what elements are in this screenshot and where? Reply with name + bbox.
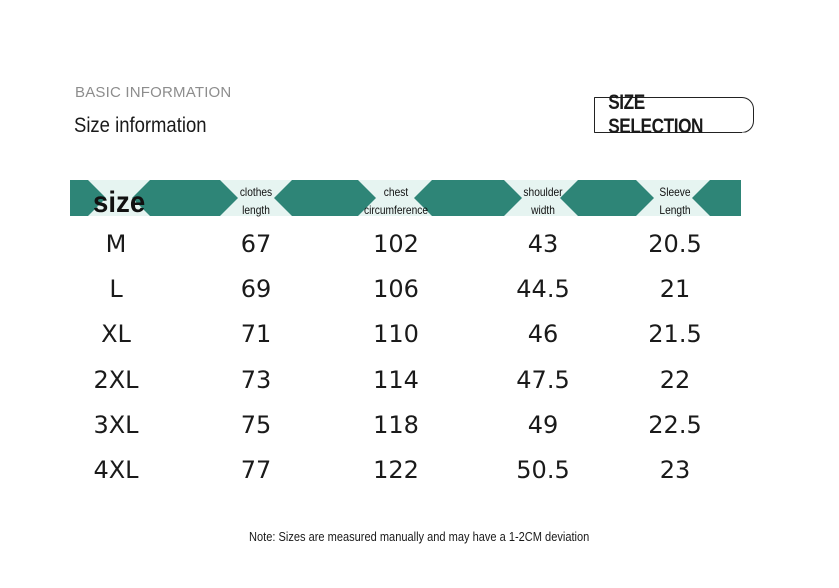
cell-size: 3XL bbox=[93, 411, 139, 439]
cell-clothes-length: 77 bbox=[240, 456, 272, 484]
cell-shoulder: 43 bbox=[527, 230, 559, 258]
cell-shoulder: 49 bbox=[527, 411, 559, 439]
cell-chest: 122 bbox=[373, 456, 419, 484]
column-header-size: size bbox=[93, 186, 146, 219]
section-title: Size information bbox=[74, 114, 207, 137]
header-band-shape bbox=[70, 180, 741, 216]
header-band-notch-1 bbox=[88, 180, 150, 216]
size-selection-badge: SIZE SELECTION bbox=[594, 91, 742, 138]
cell-sleeve: 22.5 bbox=[648, 411, 702, 439]
cell-sleeve: 22 bbox=[659, 366, 691, 394]
column-header-line: chest bbox=[383, 185, 409, 199]
cell-clothes-length: 69 bbox=[240, 275, 272, 303]
cell-shoulder: 47.5 bbox=[516, 366, 570, 394]
cell-sleeve: 21 bbox=[659, 275, 691, 303]
cell-size: 4XL bbox=[93, 456, 139, 484]
section-eyebrow: BASIC INFORMATION bbox=[75, 84, 232, 101]
column-header-line: shoulder bbox=[523, 185, 563, 199]
cell-size: XL bbox=[101, 320, 131, 348]
column-header-shoulder-width: shoulder width bbox=[492, 183, 594, 219]
cell-chest: 114 bbox=[373, 366, 419, 394]
cell-clothes-length: 75 bbox=[240, 411, 272, 439]
cell-clothes-length: 71 bbox=[240, 320, 272, 348]
cell-sleeve: 23 bbox=[659, 456, 691, 484]
cell-clothes-length: 73 bbox=[240, 366, 272, 394]
cell-clothes-length: 67 bbox=[240, 230, 272, 258]
column-header-line: clothes bbox=[239, 185, 273, 199]
cell-sleeve: 20.5 bbox=[648, 230, 702, 258]
measurement-note-text: Note: Sizes are measured manually and ma… bbox=[249, 529, 590, 544]
header-band-notch-5 bbox=[636, 180, 710, 216]
cell-size: M bbox=[105, 230, 127, 258]
cell-shoulder: 50.5 bbox=[516, 456, 570, 484]
cell-shoulder: 44.5 bbox=[516, 275, 570, 303]
cell-chest: 118 bbox=[373, 411, 419, 439]
cell-size: L bbox=[109, 275, 123, 303]
cell-sleeve: 21.5 bbox=[648, 320, 702, 348]
cell-chest: 102 bbox=[373, 230, 419, 258]
column-header-line: width bbox=[531, 203, 555, 217]
column-header-sleeve-length: Sleeve Length bbox=[624, 183, 726, 219]
header-band-notch-2 bbox=[220, 180, 292, 216]
header-band-notch-4 bbox=[504, 180, 578, 216]
column-header-line: Length bbox=[659, 203, 691, 217]
table-header-band bbox=[70, 180, 741, 216]
cell-shoulder: 46 bbox=[527, 320, 559, 348]
column-header-line: Sleeve bbox=[659, 185, 691, 199]
column-header-chest-circumference: chest circumference bbox=[345, 183, 447, 219]
column-header-line: circumference bbox=[363, 203, 429, 217]
size-selection-label: SIZE SELECTION bbox=[608, 91, 704, 138]
measurement-note: Note: Sizes are measured manually and ma… bbox=[0, 529, 839, 544]
header-band-notch-3 bbox=[358, 180, 432, 216]
cell-chest: 106 bbox=[373, 275, 419, 303]
column-header-line: length bbox=[242, 203, 270, 217]
column-header-clothes-length: clothes length bbox=[205, 183, 307, 219]
cell-chest: 110 bbox=[373, 320, 419, 348]
cell-size: 2XL bbox=[93, 366, 139, 394]
